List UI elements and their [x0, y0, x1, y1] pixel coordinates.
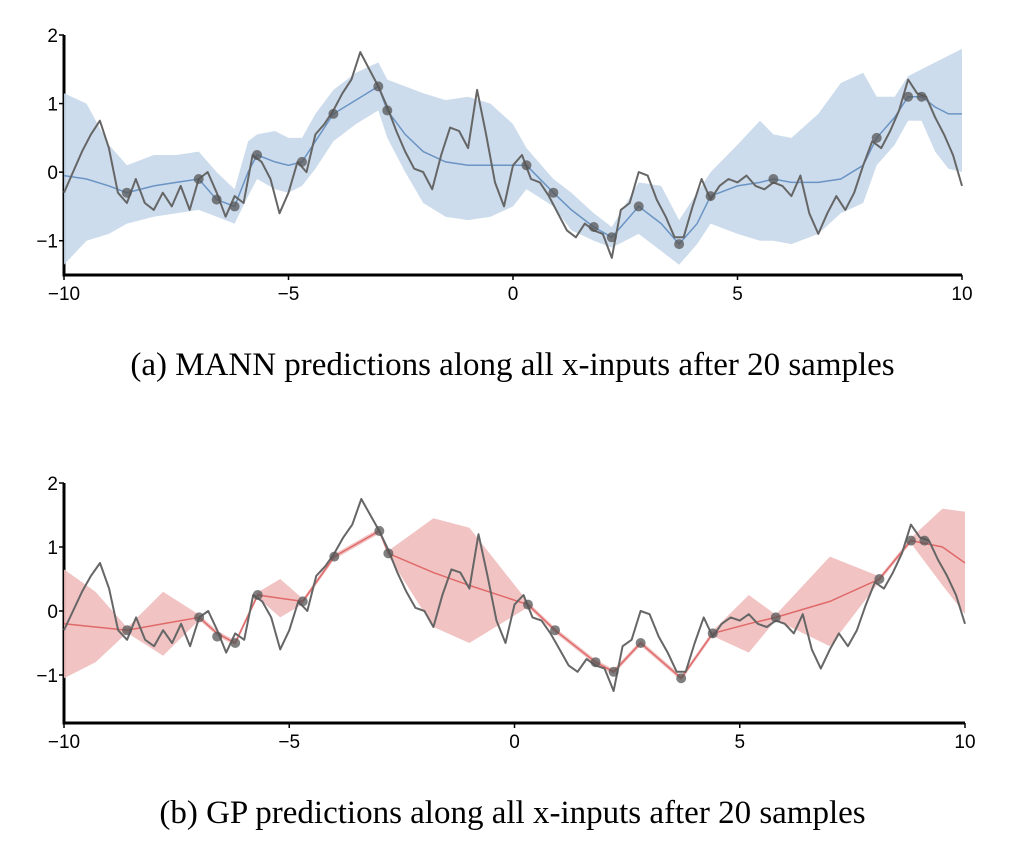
sample-point [706, 191, 716, 201]
sample-point [768, 174, 778, 184]
sample-point [771, 612, 781, 622]
sample-point [634, 201, 644, 211]
sample-point [589, 222, 599, 232]
sample-point [122, 188, 132, 198]
sample-point [674, 239, 684, 249]
sample-point [230, 638, 240, 648]
sample-point [521, 160, 531, 170]
y-tick-label: 2 [47, 26, 58, 47]
caption-gp: (b) GP predictions along all x-inputs af… [0, 795, 1025, 832]
sample-point [550, 625, 560, 635]
confidence-band [64, 509, 965, 681]
x-tick-label: 0 [509, 732, 520, 753]
sample-point [383, 548, 393, 558]
sample-point [329, 552, 339, 562]
y-tick-label: 1 [47, 538, 58, 559]
sample-point [230, 201, 240, 211]
sample-point [194, 612, 204, 622]
sample-point [874, 574, 884, 584]
sample-point [636, 638, 646, 648]
y-tick-label: −1 [36, 232, 58, 253]
sample-point [676, 673, 686, 683]
sample-point [903, 92, 913, 102]
sample-point [212, 195, 222, 205]
sample-point [328, 109, 338, 119]
y-tick-label: 0 [47, 163, 58, 184]
x-tick-label: 10 [954, 732, 975, 753]
confidence-band [64, 49, 962, 265]
sample-point [297, 157, 307, 167]
sample-point [374, 526, 384, 536]
caption-mann: (a) MANN predictions along all x-inputs … [0, 347, 1025, 384]
x-tick-label: −5 [278, 284, 300, 305]
x-tick-label: 5 [732, 284, 743, 305]
sample-point [917, 92, 927, 102]
y-tick-label: 0 [47, 602, 58, 623]
sample-point [373, 81, 383, 91]
x-tick-label: −10 [48, 732, 80, 753]
y-tick-label: −1 [36, 666, 58, 687]
sample-point [523, 600, 533, 610]
y-tick-label: 1 [47, 95, 58, 116]
sample-point [591, 657, 601, 667]
x-tick-label: 0 [508, 284, 519, 305]
sample-point [919, 536, 929, 546]
sample-point [194, 174, 204, 184]
x-tick-label: 10 [951, 284, 972, 305]
x-tick-label: −5 [278, 732, 300, 753]
sample-point [607, 232, 617, 242]
sample-point [906, 536, 916, 546]
sample-point [609, 667, 619, 677]
sample-point [382, 105, 392, 115]
sample-point [298, 596, 308, 606]
sample-point [708, 628, 718, 638]
x-tick-label: −10 [48, 284, 80, 305]
sample-point [253, 590, 263, 600]
sample-point [548, 188, 558, 198]
x-tick-label: 5 [734, 732, 745, 753]
sample-point [252, 150, 262, 160]
sample-point [872, 133, 882, 143]
sample-point [122, 625, 132, 635]
sample-point [212, 632, 222, 642]
y-tick-label: 2 [47, 474, 58, 495]
